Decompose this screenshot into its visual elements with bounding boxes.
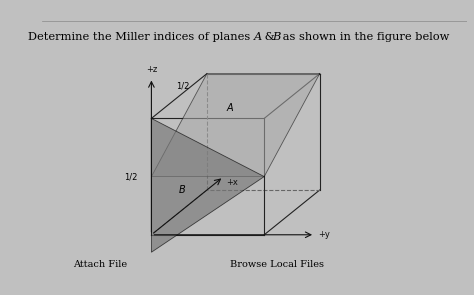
- Text: A: A: [255, 32, 263, 42]
- Text: B: B: [272, 32, 281, 42]
- Text: +y: +y: [319, 230, 330, 239]
- Text: +x: +x: [226, 178, 238, 187]
- Polygon shape: [151, 74, 319, 177]
- Text: A: A: [227, 103, 233, 113]
- Text: 1/2: 1/2: [124, 172, 138, 181]
- Text: Determine the Miller indices of planes: Determine the Miller indices of planes: [28, 32, 255, 42]
- Text: Attach File: Attach File: [73, 260, 128, 269]
- Text: as shown in the figure below: as shown in the figure below: [279, 32, 449, 42]
- Text: &: &: [261, 32, 279, 42]
- Polygon shape: [151, 118, 264, 252]
- Text: +z: +z: [146, 65, 157, 74]
- Text: Browse Local Files: Browse Local Files: [230, 260, 324, 269]
- Text: 1/2: 1/2: [176, 81, 190, 90]
- Text: B: B: [179, 185, 185, 195]
